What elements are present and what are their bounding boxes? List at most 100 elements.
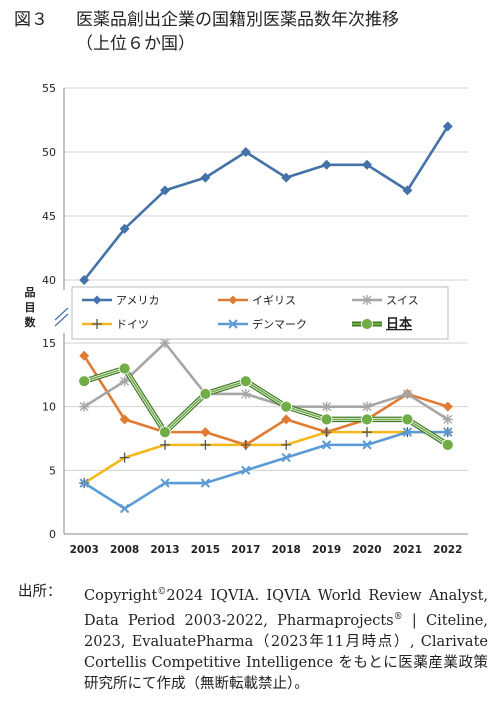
series-2-point: [362, 401, 372, 412]
x-tick-label: 2008: [110, 544, 139, 556]
series-5-point: [239, 375, 252, 388]
legend-entry-label: ドイツ: [116, 318, 149, 331]
legend-entry-label: スイス: [386, 294, 419, 307]
axis-break-mark: [54, 313, 69, 327]
series-1-point: [442, 401, 453, 412]
series-2-point: [119, 376, 130, 387]
series-2-point: [79, 401, 90, 412]
upper-tick-label: 45: [42, 210, 56, 223]
y-axis-label: 品: [25, 286, 36, 299]
series-5-point: [441, 438, 454, 451]
series-0-point: [119, 223, 130, 234]
series-0-point: [402, 185, 413, 196]
legend-marker: [92, 319, 102, 329]
source-note: 出所： Copyright©2024 IQVIA. IQVIA World Re…: [18, 582, 488, 695]
series-4-point: [321, 440, 332, 450]
x-tick-label: 2022: [433, 544, 462, 556]
series-2-point: [240, 388, 251, 399]
series-1-point: [119, 414, 130, 425]
y-axis-label: 目: [25, 301, 36, 314]
series-1-point: [200, 427, 211, 438]
series-5-point: [78, 375, 91, 388]
x-tick-label: 2020: [352, 544, 381, 556]
series-2-point: [442, 414, 453, 425]
series-0-point: [160, 185, 170, 196]
series-0-point: [321, 159, 332, 170]
series-3-point: [160, 439, 170, 450]
title-line-1: 医薬品創出企業の国籍別医薬品数年次推移: [76, 10, 399, 30]
copyright-mark: ©: [157, 587, 167, 597]
series-1-point: [79, 350, 90, 361]
registered-mark: ®: [393, 611, 403, 622]
series-5-point: [280, 400, 293, 413]
series-0-point: [281, 172, 292, 183]
legend-marker: [228, 295, 238, 305]
series-3-point: [119, 452, 130, 463]
legend-entry-label: 日本: [386, 316, 412, 332]
series-4-point: [79, 478, 89, 488]
lower-tick-label: 10: [42, 401, 56, 414]
series-2-point: [402, 388, 413, 399]
series-5-point: [401, 413, 414, 426]
series-5-point: [361, 413, 373, 426]
x-tick-label: 2013: [150, 544, 179, 556]
series-4-point: [443, 427, 453, 437]
x-tick-label: 2003: [70, 544, 99, 556]
series-5-point: [159, 426, 171, 439]
series-0-point: [362, 159, 372, 170]
series-4-point: [281, 452, 291, 463]
source-lead: 出所：: [18, 584, 62, 600]
series-0-point: [240, 147, 251, 157]
figure-number: 図３: [14, 10, 48, 30]
source-text-1: Copyright: [84, 587, 158, 604]
series-4-point: [362, 440, 372, 450]
series-3-point: [362, 427, 372, 438]
series-4-point: [160, 478, 170, 488]
series-1-line: [83, 355, 449, 447]
series-5-line: [83, 367, 449, 446]
x-tick-label: 2015: [191, 544, 220, 556]
x-tick-label: 2021: [393, 544, 422, 556]
series-4-point: [241, 465, 251, 476]
series-2-point: [160, 338, 170, 348]
legend-entry-label: デンマーク: [252, 317, 307, 331]
series-5-point: [118, 362, 131, 375]
source-text-2: 2024 IQVIA. IQVIA World Review Analyst, …: [84, 587, 488, 629]
x-tick-label: 2017: [231, 544, 260, 556]
series-0-line: [83, 125, 449, 281]
series-0-point: [200, 172, 211, 183]
series-3-point: [281, 439, 292, 450]
series-2-point: [321, 401, 332, 412]
series-3-point: [321, 427, 332, 438]
legend-marker: [92, 295, 102, 305]
lower-tick-label: 5: [49, 464, 56, 477]
series-1-point: [281, 414, 292, 425]
legend-marker: [362, 295, 372, 305]
x-tick-label: 2019: [312, 544, 341, 556]
series-4-line: [83, 430, 448, 510]
figure-title: 図３ 医薬品創出企業の国籍別医薬品数年次推移 （上位６か国）: [14, 8, 494, 56]
y-axis-label: 数: [25, 315, 37, 329]
title-line-2: （上位６か国）: [76, 34, 195, 54]
series-4-point: [402, 427, 413, 437]
series-3-point: [200, 439, 211, 450]
series-5-point: [320, 413, 333, 426]
source-text-3: | Citeline, 2023, EvaluatePharma（2023年11…: [84, 612, 488, 692]
line-chart: 40 45 50 55 0 5 10 15 品目数 2003 2008 2013 2015 2017 201…: [25, 82, 468, 556]
source-body: Copyright©2024 IQVIA. IQVIA World Review…: [84, 582, 488, 695]
legend-entry-label: イギリス: [252, 294, 296, 307]
axis-break-mark: [54, 307, 69, 321]
lower-tick-label: 0: [49, 528, 56, 541]
x-tick-label: 2018: [272, 544, 301, 556]
series-4-point: [200, 478, 211, 488]
upper-tick-label: 55: [42, 82, 56, 95]
upper-tick-label: 40: [42, 274, 56, 287]
series-0-point: [79, 275, 90, 285]
legend-entry-label: アメリカ: [116, 294, 159, 307]
series-3-point: [240, 439, 251, 450]
series-5-point: [199, 388, 212, 400]
legend-box: [71, 286, 449, 340]
series-3-line: [83, 430, 448, 485]
series-4-point: [119, 503, 130, 514]
series-2-line: [83, 341, 449, 421]
